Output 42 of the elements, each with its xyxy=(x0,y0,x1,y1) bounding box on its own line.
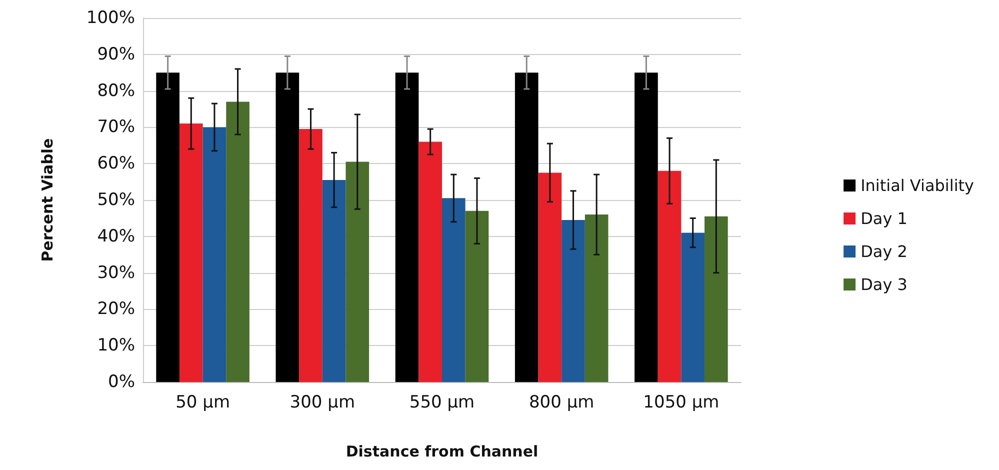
y-tick-label: 80% xyxy=(97,80,135,101)
bar xyxy=(299,129,322,382)
bar xyxy=(418,142,442,382)
y-tick-label: 20% xyxy=(97,299,135,320)
bar xyxy=(276,72,300,382)
bar xyxy=(704,216,728,382)
y-tick-label: 10% xyxy=(97,336,135,356)
y-tick-label: 90% xyxy=(97,44,135,64)
legend-label: Day 1 xyxy=(860,209,908,228)
y-tick-label: 50% xyxy=(97,190,135,210)
bar xyxy=(202,127,226,382)
x-tick-label: 1050 µm xyxy=(643,392,720,412)
bar xyxy=(442,198,466,382)
x-axis-title: Distance from Channel xyxy=(346,442,538,460)
bar xyxy=(226,102,250,382)
legend-label: Day 3 xyxy=(860,275,908,294)
bar xyxy=(681,232,705,382)
y-tick-label: 70% xyxy=(97,117,135,138)
y-tick-label: 30% xyxy=(97,262,135,283)
bar xyxy=(514,72,538,382)
bar xyxy=(395,72,419,382)
y-tick-label: 60% xyxy=(97,154,135,174)
bar xyxy=(156,72,180,382)
x-tick-label: 800 µm xyxy=(528,392,594,412)
bar xyxy=(322,180,346,382)
x-tick-label: 50 µm xyxy=(176,392,230,412)
bar xyxy=(584,214,608,382)
bar xyxy=(465,210,489,382)
y-tick-label: 0% xyxy=(108,372,135,392)
y-tick-label: 100% xyxy=(86,8,135,28)
y-tick-label: 40% xyxy=(97,226,135,246)
bar xyxy=(634,72,658,382)
bar xyxy=(562,220,585,382)
legend-label: Day 2 xyxy=(860,242,908,261)
bar xyxy=(538,172,562,382)
legend-label: Initial Viability xyxy=(860,176,974,195)
x-tick-label: 550 µm xyxy=(409,392,475,412)
y-axis-title: Percent Viable xyxy=(38,138,56,262)
bar xyxy=(346,162,370,382)
bar xyxy=(179,124,203,382)
bar xyxy=(658,170,682,382)
x-tick-label: 300 µm xyxy=(290,392,356,412)
